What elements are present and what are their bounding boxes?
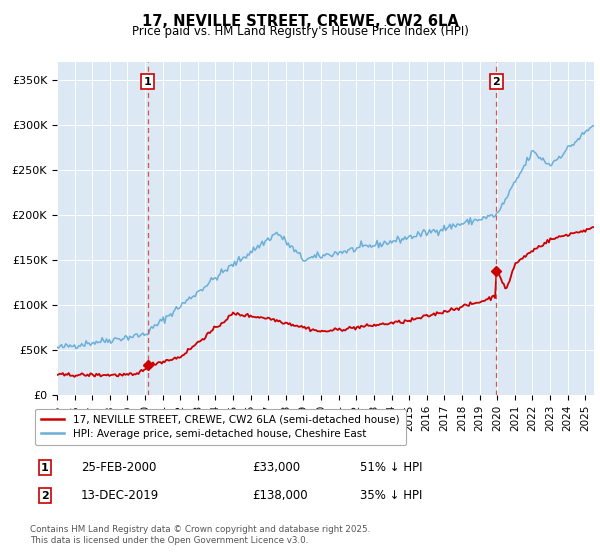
Text: 1: 1 — [41, 463, 49, 473]
Text: Contains HM Land Registry data © Crown copyright and database right 2025.
This d: Contains HM Land Registry data © Crown c… — [30, 525, 370, 545]
Text: 35% ↓ HPI: 35% ↓ HPI — [360, 489, 422, 502]
Text: 25-FEB-2000: 25-FEB-2000 — [81, 461, 157, 474]
Legend: 17, NEVILLE STREET, CREWE, CW2 6LA (semi-detached house), HPI: Average price, se: 17, NEVILLE STREET, CREWE, CW2 6LA (semi… — [35, 409, 406, 445]
Text: 2: 2 — [41, 491, 49, 501]
Text: 51% ↓ HPI: 51% ↓ HPI — [360, 461, 422, 474]
Text: Price paid vs. HM Land Registry's House Price Index (HPI): Price paid vs. HM Land Registry's House … — [131, 25, 469, 38]
Text: 13-DEC-2019: 13-DEC-2019 — [81, 489, 159, 502]
Text: £33,000: £33,000 — [252, 461, 300, 474]
Text: 2: 2 — [493, 77, 500, 87]
Text: 17, NEVILLE STREET, CREWE, CW2 6LA: 17, NEVILLE STREET, CREWE, CW2 6LA — [142, 14, 458, 29]
Text: £138,000: £138,000 — [252, 489, 308, 502]
Text: 1: 1 — [144, 77, 152, 87]
